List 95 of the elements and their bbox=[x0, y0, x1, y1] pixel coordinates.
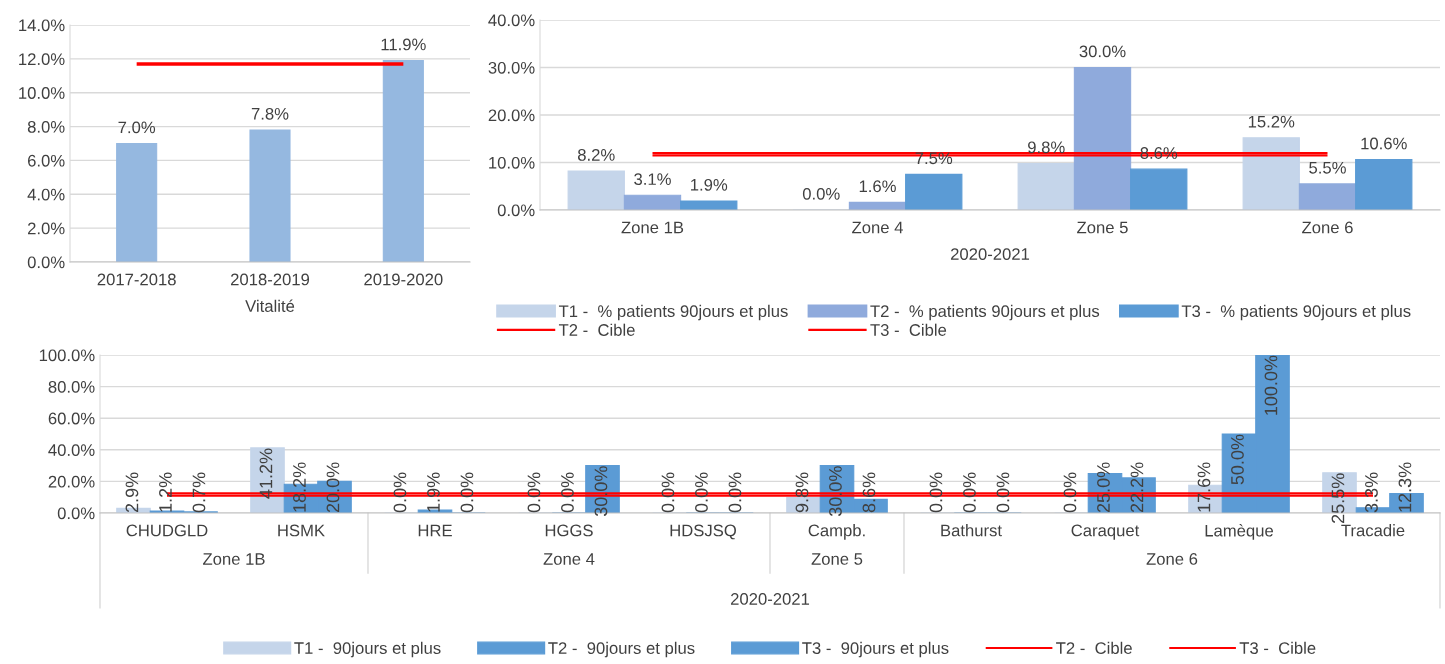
text: Zone 1B bbox=[203, 553, 265, 565]
data-label: 17.6% bbox=[1197, 462, 1211, 512]
x-axis-title: 2020-2021 bbox=[950, 248, 1030, 260]
legend-label: T2 - % patients 90jours et plus bbox=[870, 304, 1100, 321]
x-tick-label: 2019-2020 bbox=[364, 273, 443, 286]
data-label: 25.5% bbox=[1331, 473, 1345, 523]
legend-label: T2 - 90jours et plus bbox=[548, 641, 695, 658]
data-label: 7.8% bbox=[251, 107, 289, 120]
x-tick-label: Campb. bbox=[808, 524, 865, 540]
data-label: 41.2% bbox=[259, 448, 273, 499]
x-tick-label: Tracadie bbox=[1341, 524, 1405, 537]
data-label: 10.6% bbox=[1361, 137, 1407, 150]
x-tick-label: Zone 1B bbox=[621, 221, 684, 234]
text: Zone 5 bbox=[811, 553, 863, 565]
text: Zone 6 bbox=[1146, 553, 1198, 565]
y-tick-label: 20.0% bbox=[48, 475, 95, 488]
x-tick-label: Zone 5 bbox=[1077, 221, 1128, 234]
y-tick-label: 0.0% bbox=[497, 204, 535, 217]
data-label: 0.0% bbox=[929, 472, 943, 513]
data-label: 0.0% bbox=[460, 472, 474, 513]
data-label: 22.2% bbox=[1130, 462, 1144, 513]
data-label: 30.0% bbox=[829, 466, 842, 517]
y-tick-label: 4.0% bbox=[27, 188, 65, 201]
legend-label: T1 - 90jours et plus bbox=[294, 641, 441, 658]
data-label: 2.9% bbox=[125, 472, 139, 513]
data-label: 0.0% bbox=[728, 472, 742, 513]
x-axis-title: Vitalité bbox=[245, 299, 295, 312]
data-label: 1.9% bbox=[427, 472, 440, 512]
x-tick-label: Bathurst bbox=[941, 524, 1002, 537]
data-label: 30.0% bbox=[594, 466, 608, 517]
data-label: 50.0% bbox=[1231, 434, 1244, 485]
legend-label: T3 - % patients 90jours et plus bbox=[1181, 304, 1411, 321]
x-tick-label: CHUDGLD bbox=[126, 524, 208, 537]
x-tick-label: Lamèque bbox=[1205, 524, 1274, 540]
x-tick-label: HDSJSQ bbox=[670, 524, 736, 540]
y-tick-label: 0.0% bbox=[27, 256, 65, 269]
data-label: 5.5% bbox=[1309, 161, 1346, 174]
y-tick-label: 40.0% bbox=[488, 14, 535, 27]
data-label: 9.8% bbox=[795, 472, 809, 513]
legend-label: T3 - Cible bbox=[870, 323, 947, 336]
data-label: 11.9% bbox=[381, 38, 426, 51]
data-label: 0.0% bbox=[695, 472, 708, 513]
x-tick-label: Caraquet bbox=[1071, 524, 1140, 540]
legend-label: T2 - Cible bbox=[558, 323, 635, 336]
text: Zone 4 bbox=[543, 553, 595, 565]
y-tick-label: 6.0% bbox=[28, 154, 65, 167]
data-label: 0.0% bbox=[561, 472, 574, 513]
y-tick-label: 14.0% bbox=[19, 19, 65, 32]
x-axis-title: 2020-2021 bbox=[730, 593, 810, 605]
data-label: 30.0% bbox=[1079, 45, 1126, 58]
y-tick-label: 60.0% bbox=[48, 412, 95, 425]
data-label: 0.0% bbox=[661, 472, 675, 513]
legend-label: T2 - Cible bbox=[1056, 641, 1132, 654]
data-label: 15.2% bbox=[1248, 115, 1295, 128]
data-label: 18.2% bbox=[293, 462, 306, 512]
data-label: 7.0% bbox=[118, 121, 156, 134]
data-label: 0.0% bbox=[1063, 472, 1077, 513]
x-tick-label: HGGS bbox=[545, 524, 593, 537]
y-tick-label: 8.0% bbox=[27, 120, 65, 133]
data-label: 0.7% bbox=[192, 472, 206, 513]
x-tick-label: 2018-2019 bbox=[230, 273, 310, 286]
data-label: 1.9% bbox=[691, 178, 728, 191]
y-tick-label: 2.0% bbox=[27, 222, 65, 235]
y-tick-label: 10.0% bbox=[19, 87, 65, 99]
data-label: 0.0% bbox=[393, 472, 407, 513]
data-label: 25.0% bbox=[1097, 462, 1110, 513]
data-label: 1.6% bbox=[859, 180, 896, 193]
data-label: 20.0% bbox=[326, 462, 340, 513]
data-label: 100.0% bbox=[1264, 355, 1278, 415]
legend-label: T3 - 90jours et plus bbox=[802, 641, 949, 658]
x-tick-label: HSMK bbox=[278, 524, 325, 537]
data-label: 3.3% bbox=[1365, 472, 1378, 513]
y-tick-label: 12.0% bbox=[19, 53, 65, 66]
data-label: 12.3% bbox=[1398, 462, 1412, 512]
data-label: 1.2% bbox=[159, 472, 172, 512]
legend-label: T3 - Cible bbox=[1239, 641, 1316, 654]
y-tick-label: 80.0% bbox=[48, 381, 95, 393]
data-label: 8.2% bbox=[577, 149, 615, 161]
x-tick-label: Zone 6 bbox=[1302, 221, 1353, 234]
x-tick-label: Zone 4 bbox=[852, 221, 903, 234]
y-tick-label: 40.0% bbox=[48, 444, 95, 456]
x-tick-label: 2017-2018 bbox=[97, 273, 176, 286]
data-label: 0.0% bbox=[996, 472, 1010, 513]
y-tick-label: 20.0% bbox=[488, 109, 535, 122]
y-tick-label: 10.0% bbox=[489, 156, 535, 169]
y-tick-label: 30.0% bbox=[488, 61, 535, 74]
x-tick-label: HRE bbox=[418, 524, 452, 537]
data-label: 0.0% bbox=[963, 472, 976, 513]
data-label: 0.0% bbox=[802, 187, 840, 200]
data-label: 8.6% bbox=[862, 472, 876, 513]
legend-label: T1 - % patients 90jours et plus bbox=[558, 304, 788, 321]
data-label: 3.1% bbox=[634, 173, 671, 186]
data-label: 9.8% bbox=[1028, 141, 1065, 154]
y-tick-label: 100.0% bbox=[39, 349, 95, 362]
y-tick-label: 0.0% bbox=[57, 507, 95, 520]
